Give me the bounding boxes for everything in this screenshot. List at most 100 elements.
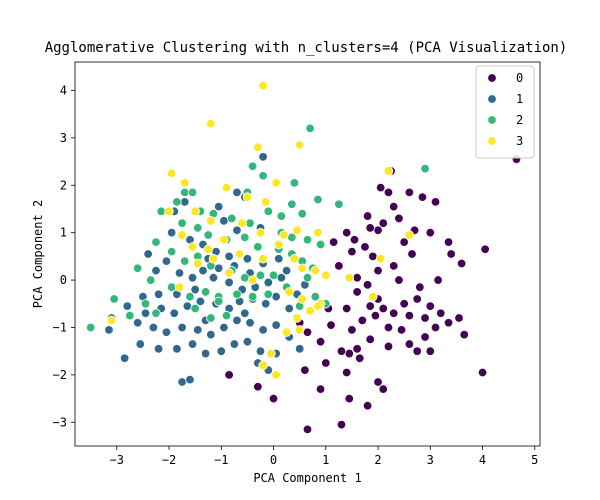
scatter-point-cluster-3 [368,291,378,302]
y-tick-label: 4 [60,83,67,97]
legend-label-1: 1 [516,92,523,106]
legend-label-0: 0 [516,71,523,85]
scatter-point-cluster-3 [344,273,354,283]
scatter-point-cluster-3 [258,360,268,371]
scatter-point-cluster-3 [208,254,219,264]
scatter-point-cluster-1 [224,251,234,262]
scatter-point-cluster-0 [344,393,354,404]
scatter-point-cluster-0 [425,346,435,356]
scatter-point-cluster-0 [425,301,435,311]
scatter-point-cluster-0 [300,365,310,375]
scatter-point-cluster-1 [195,296,206,307]
scatter-point-cluster-0 [446,249,456,259]
scatter-point-cluster-1 [232,315,242,326]
legend: 0 1 2 3 [475,65,535,159]
scatter-point-cluster-2 [245,218,255,228]
scatter-point-cluster-0 [360,242,370,252]
scatter-point-cluster-0 [456,258,467,269]
legend-label-2: 2 [516,113,523,127]
scatter-point-cluster-1 [140,308,151,318]
scatter-point-cluster-1 [271,291,281,302]
scatter-point-cluster-3 [310,265,321,276]
scatter-point-cluster-3 [203,244,213,254]
scatter-point-cluster-0 [480,244,490,254]
scatter-point-cluster-3 [271,178,281,188]
scatter-point-cluster-2 [227,213,237,224]
scatter-point-cluster-0 [268,393,279,404]
scatter-point-cluster-2 [146,275,156,285]
scatter-point-cluster-1 [198,265,208,276]
scatter-point-cluster-2 [185,291,195,302]
scatter-point-cluster-3 [166,168,177,179]
scatter-point-cluster-1 [219,322,229,333]
scatter-point-cluster-0 [389,261,399,271]
x-axis-label: PCA Component 1 [253,471,361,485]
scatter-point-cluster-0 [347,246,357,257]
scatter-point-cluster-0 [417,192,428,202]
scatter-point-cluster-1 [169,308,179,318]
y-tick-label: 0 [60,273,67,287]
scatter-point-cluster-2 [289,178,300,188]
scatter-point-cluster-0 [378,218,388,228]
scatter-point-cluster-0 [443,237,454,247]
scatter-point-cluster-0 [459,329,469,340]
scatter-point-cluster-0 [389,201,399,212]
scatter-point-cluster-1 [143,249,153,259]
scatter-point-cluster-0 [328,237,339,247]
scatter-point-cluster-3 [234,249,245,259]
scatter-point-cluster-0 [355,353,365,363]
scatter-point-cluster-0 [253,382,263,392]
scatter-point-cluster-0 [373,265,383,276]
x-tick-label: 1 [322,453,329,467]
scatter-point-cluster-3 [271,370,281,380]
scatter-point-cluster-2 [302,235,313,245]
scatter-point-cluster-0 [341,227,352,238]
scatter-point-cluster-1 [151,265,161,276]
scatter-point-cluster-1 [193,325,203,335]
scatter-point-cluster-2 [180,187,190,198]
scatter-point-cluster-1 [177,377,187,387]
scatter-point-cluster-0 [378,384,388,394]
scatter-point-cluster-1 [182,301,193,311]
scatter-point-cluster-0 [404,339,415,349]
scatter-point-cluster-3 [274,239,284,250]
scatter-point-cluster-2 [268,270,279,281]
scatter-point-cluster-0 [302,424,313,435]
scatter-point-cluster-0 [373,225,383,235]
scatter-point-cluster-1 [200,348,211,359]
scatter-point-cluster-0 [334,261,344,271]
scatter-point-cluster-1 [261,299,271,309]
scatter-point-cluster-2 [166,246,177,257]
scatter-point-cluster-3 [292,225,302,235]
scatter-point-cluster-0 [477,367,488,378]
y-axis-ticks: −3 −2 −1 0 1 2 3 4 [53,83,75,429]
scatter-point-cluster-0 [383,322,394,333]
scatter-point-cluster-1 [242,254,253,264]
scatter-point-cluster-1 [224,277,234,288]
scatter-point-cluster-3 [258,254,268,264]
scatter-point-cluster-2 [255,270,266,281]
scatter-point-cluster-3 [190,206,200,217]
scatter-point-cluster-3 [305,306,315,316]
scatter-point-cluster-2 [109,294,119,304]
scatter-point-cluster-1 [190,284,200,295]
scatter-point-cluster-2 [302,273,313,283]
scatter-point-cluster-2 [151,237,161,247]
scatter-point-cluster-0 [368,251,378,262]
scatter-point-cluster-2 [190,303,200,314]
scatter-point-cluster-2 [232,289,242,299]
x-tick-label: 2 [374,453,381,467]
scatter-point-cluster-0 [347,325,357,335]
scatter-point-cluster-2 [151,308,161,318]
scatter-point-cluster-0 [394,275,404,285]
scatter-point-cluster-3 [206,216,216,226]
scatter-point-cluster-0 [430,197,441,207]
x-tick-label: 5 [531,453,538,467]
scatter-point-cluster-3 [193,258,203,269]
scatter-point-cluster-0 [375,182,386,193]
scatter-point-cluster-0 [412,346,422,356]
scatter-point-cluster-0 [373,377,383,387]
scatter-point-cluster-0 [389,308,399,318]
scatter-point-cluster-0 [383,187,394,198]
scatter-point-cluster-1 [135,339,146,349]
